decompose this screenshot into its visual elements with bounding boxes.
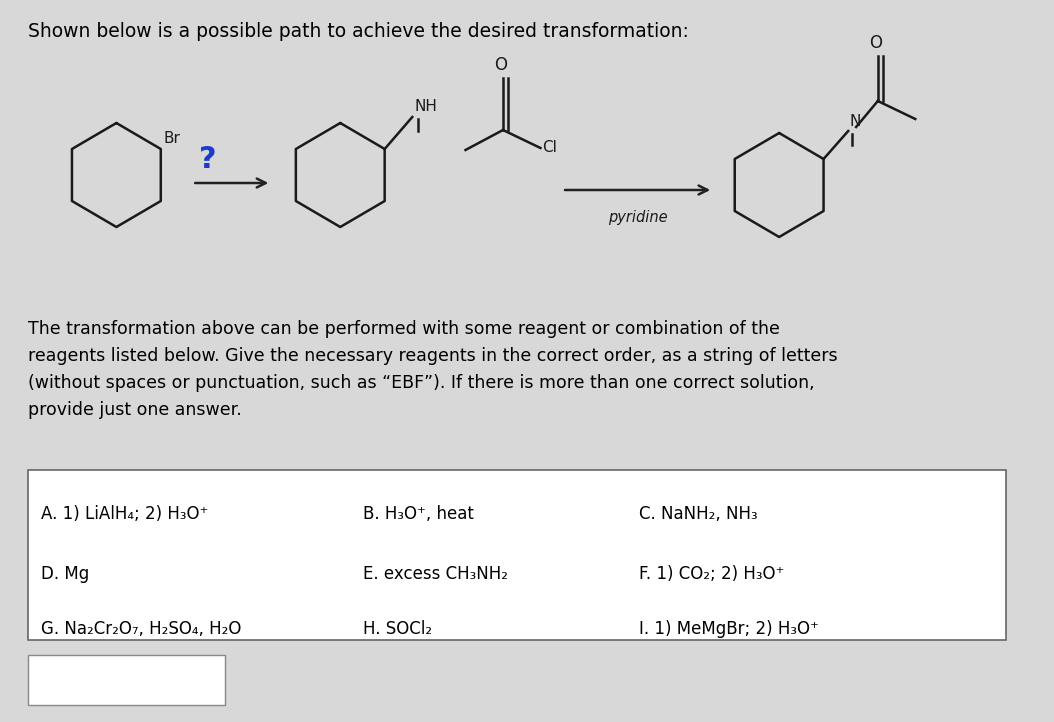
Text: F. 1) CO₂; 2) H₃O⁺: F. 1) CO₂; 2) H₃O⁺ bbox=[639, 565, 784, 583]
Text: pyridine: pyridine bbox=[608, 210, 667, 225]
Text: H. SOCl₂: H. SOCl₂ bbox=[363, 620, 432, 638]
Text: Cl: Cl bbox=[543, 141, 558, 155]
Text: O: O bbox=[494, 56, 508, 74]
Text: G. Na₂Cr₂O₇, H₂SO₄, H₂O: G. Na₂Cr₂O₇, H₂SO₄, H₂O bbox=[41, 620, 241, 638]
Text: C. NaNH₂, NH₃: C. NaNH₂, NH₃ bbox=[639, 505, 758, 523]
Text: D. Mg: D. Mg bbox=[41, 565, 90, 583]
Text: B. H₃O⁺, heat: B. H₃O⁺, heat bbox=[363, 505, 474, 523]
Text: N: N bbox=[850, 114, 860, 129]
Text: E. excess CH₃NH₂: E. excess CH₃NH₂ bbox=[363, 565, 508, 583]
Text: Br: Br bbox=[163, 131, 180, 146]
Text: I. 1) MeMgBr; 2) H₃O⁺: I. 1) MeMgBr; 2) H₃O⁺ bbox=[639, 620, 819, 638]
Text: A. 1) LiAlH₄; 2) H₃O⁺: A. 1) LiAlH₄; 2) H₃O⁺ bbox=[41, 505, 209, 523]
Text: O: O bbox=[870, 34, 882, 52]
Bar bbox=[27, 655, 225, 705]
Text: ?: ? bbox=[199, 146, 217, 175]
Bar bbox=[27, 470, 1006, 640]
Text: NH: NH bbox=[414, 99, 437, 114]
Text: Shown below is a possible path to achieve the desired transformation:: Shown below is a possible path to achiev… bbox=[27, 22, 688, 41]
Text: The transformation above can be performed with some reagent or combination of th: The transformation above can be performe… bbox=[27, 320, 837, 419]
